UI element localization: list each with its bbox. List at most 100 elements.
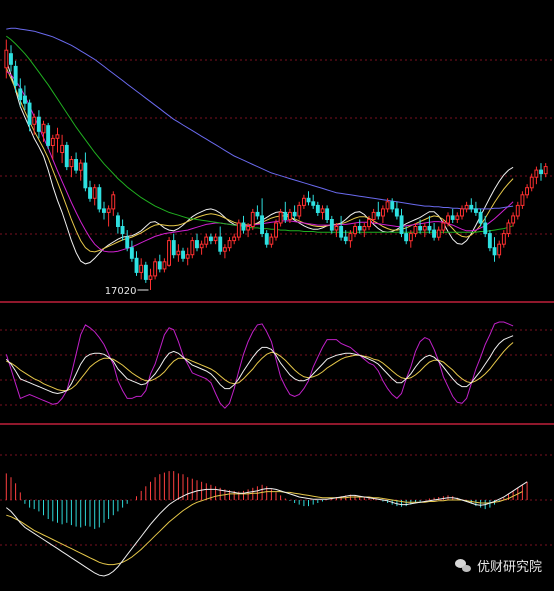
low-price-label: 17020 [105, 286, 137, 297]
macd-histogram [5, 471, 528, 529]
candle-body-15 [74, 159, 78, 171]
candle-body-1 [9, 53, 13, 65]
candle-body-19 [92, 187, 97, 199]
candle-body-105 [492, 247, 497, 256]
candle-body-91 [427, 226, 432, 231]
candle-body-56 [264, 233, 269, 245]
candle-body-71 [334, 226, 339, 231]
candle-body-110 [515, 204, 520, 217]
wechat-icon [454, 558, 472, 573]
candle-body-103 [483, 222, 488, 235]
candle-body-68 [320, 208, 325, 213]
candle-body-46 [218, 236, 223, 252]
moving-average-lines [5, 27, 514, 265]
candlesticks [4, 39, 548, 290]
candle-body-72 [339, 226, 344, 238]
candle-body-106 [497, 243, 502, 256]
candle-body-10 [50, 137, 55, 146]
candle-body-32 [153, 261, 158, 277]
candle-body-62 [292, 211, 297, 217]
candle-body-61 [288, 211, 292, 220]
candle-body-102 [478, 211, 483, 224]
candle-body-80 [376, 211, 381, 217]
candle-body-63 [297, 204, 302, 217]
candle-body-28 [134, 257, 139, 273]
ma-line-1 [5, 67, 514, 253]
candle-body-14 [69, 159, 74, 168]
candle-body-8 [41, 123, 46, 134]
macd-lines [5, 481, 528, 577]
candle-body-58 [274, 222, 279, 238]
candle-body-9 [46, 125, 51, 146]
candle-body-2 [13, 65, 18, 86]
candle-body-70 [329, 219, 334, 231]
candle-body-36 [171, 240, 176, 256]
candle-body-99 [464, 204, 469, 210]
macd-dif-line [5, 481, 528, 577]
candle-body-109 [511, 215, 516, 224]
candle-body-23 [111, 194, 116, 210]
candle-body-25 [120, 226, 125, 235]
candle-body-75 [353, 226, 358, 235]
candle-body-0 [4, 49, 9, 69]
candle-body-47 [222, 247, 227, 252]
candle-body-54 [255, 211, 260, 217]
candle-body-27 [129, 247, 134, 259]
candle-body-45 [213, 236, 218, 242]
kdj-panel [0, 321, 554, 409]
candle-body-55 [260, 215, 265, 234]
candle-body-98 [460, 208, 464, 217]
candle-body-24 [116, 215, 120, 227]
ma-line-4 [6, 27, 514, 210]
candle-body-29 [139, 264, 144, 273]
candle-body-86 [404, 233, 409, 242]
candle-body-107 [501, 233, 506, 245]
candle-body-3 [18, 88, 23, 101]
candle-body-33 [157, 261, 162, 270]
candle-body-78 [367, 219, 372, 228]
watermark-text: 优财研究院 [476, 560, 542, 575]
kdj-k-line [5, 335, 514, 395]
candle-body-59 [278, 211, 283, 224]
candle-body-53 [250, 211, 255, 227]
candle-body-77 [362, 226, 367, 231]
candle-body-5 [27, 102, 32, 125]
candle-body-38 [181, 250, 186, 259]
candle-body-114 [534, 169, 539, 178]
candle-body-96 [450, 215, 455, 220]
candle-body-79 [371, 211, 376, 220]
candle-body-67 [315, 204, 320, 213]
candle-body-40 [190, 240, 195, 256]
candle-body-43 [204, 236, 209, 245]
candle-body-85 [399, 215, 404, 234]
candle-body-30 [143, 264, 148, 280]
candle-body-97 [455, 215, 460, 220]
candle-body-34 [162, 261, 167, 270]
candle-body-4 [23, 95, 27, 104]
candle-body-22 [106, 208, 111, 213]
candle-body-69 [325, 208, 330, 220]
candle-body-84 [394, 208, 399, 217]
candle-body-13 [64, 144, 69, 168]
candle-body-82 [385, 201, 390, 210]
candle-body-95 [446, 215, 451, 224]
candle-body-74 [348, 233, 353, 242]
candle-body-49 [232, 236, 237, 242]
candle-body-44 [209, 236, 213, 242]
candle-body-108 [506, 222, 511, 235]
candle-body-112 [525, 187, 529, 196]
candle-body-17 [83, 162, 88, 189]
candle-body-88 [413, 226, 418, 235]
candle-body-111 [520, 194, 525, 206]
candle-body-39 [185, 254, 190, 259]
ma-line-2 [6, 70, 514, 253]
low-price-annotation: 17020 [105, 286, 149, 297]
candle-body-11 [55, 134, 60, 139]
candle-body-31 [148, 275, 153, 280]
macd-dea-line [6, 491, 523, 566]
candle-body-93 [436, 229, 441, 238]
candle-body-73 [343, 236, 348, 242]
candle-body-66 [311, 201, 316, 206]
candle-body-87 [408, 233, 413, 242]
